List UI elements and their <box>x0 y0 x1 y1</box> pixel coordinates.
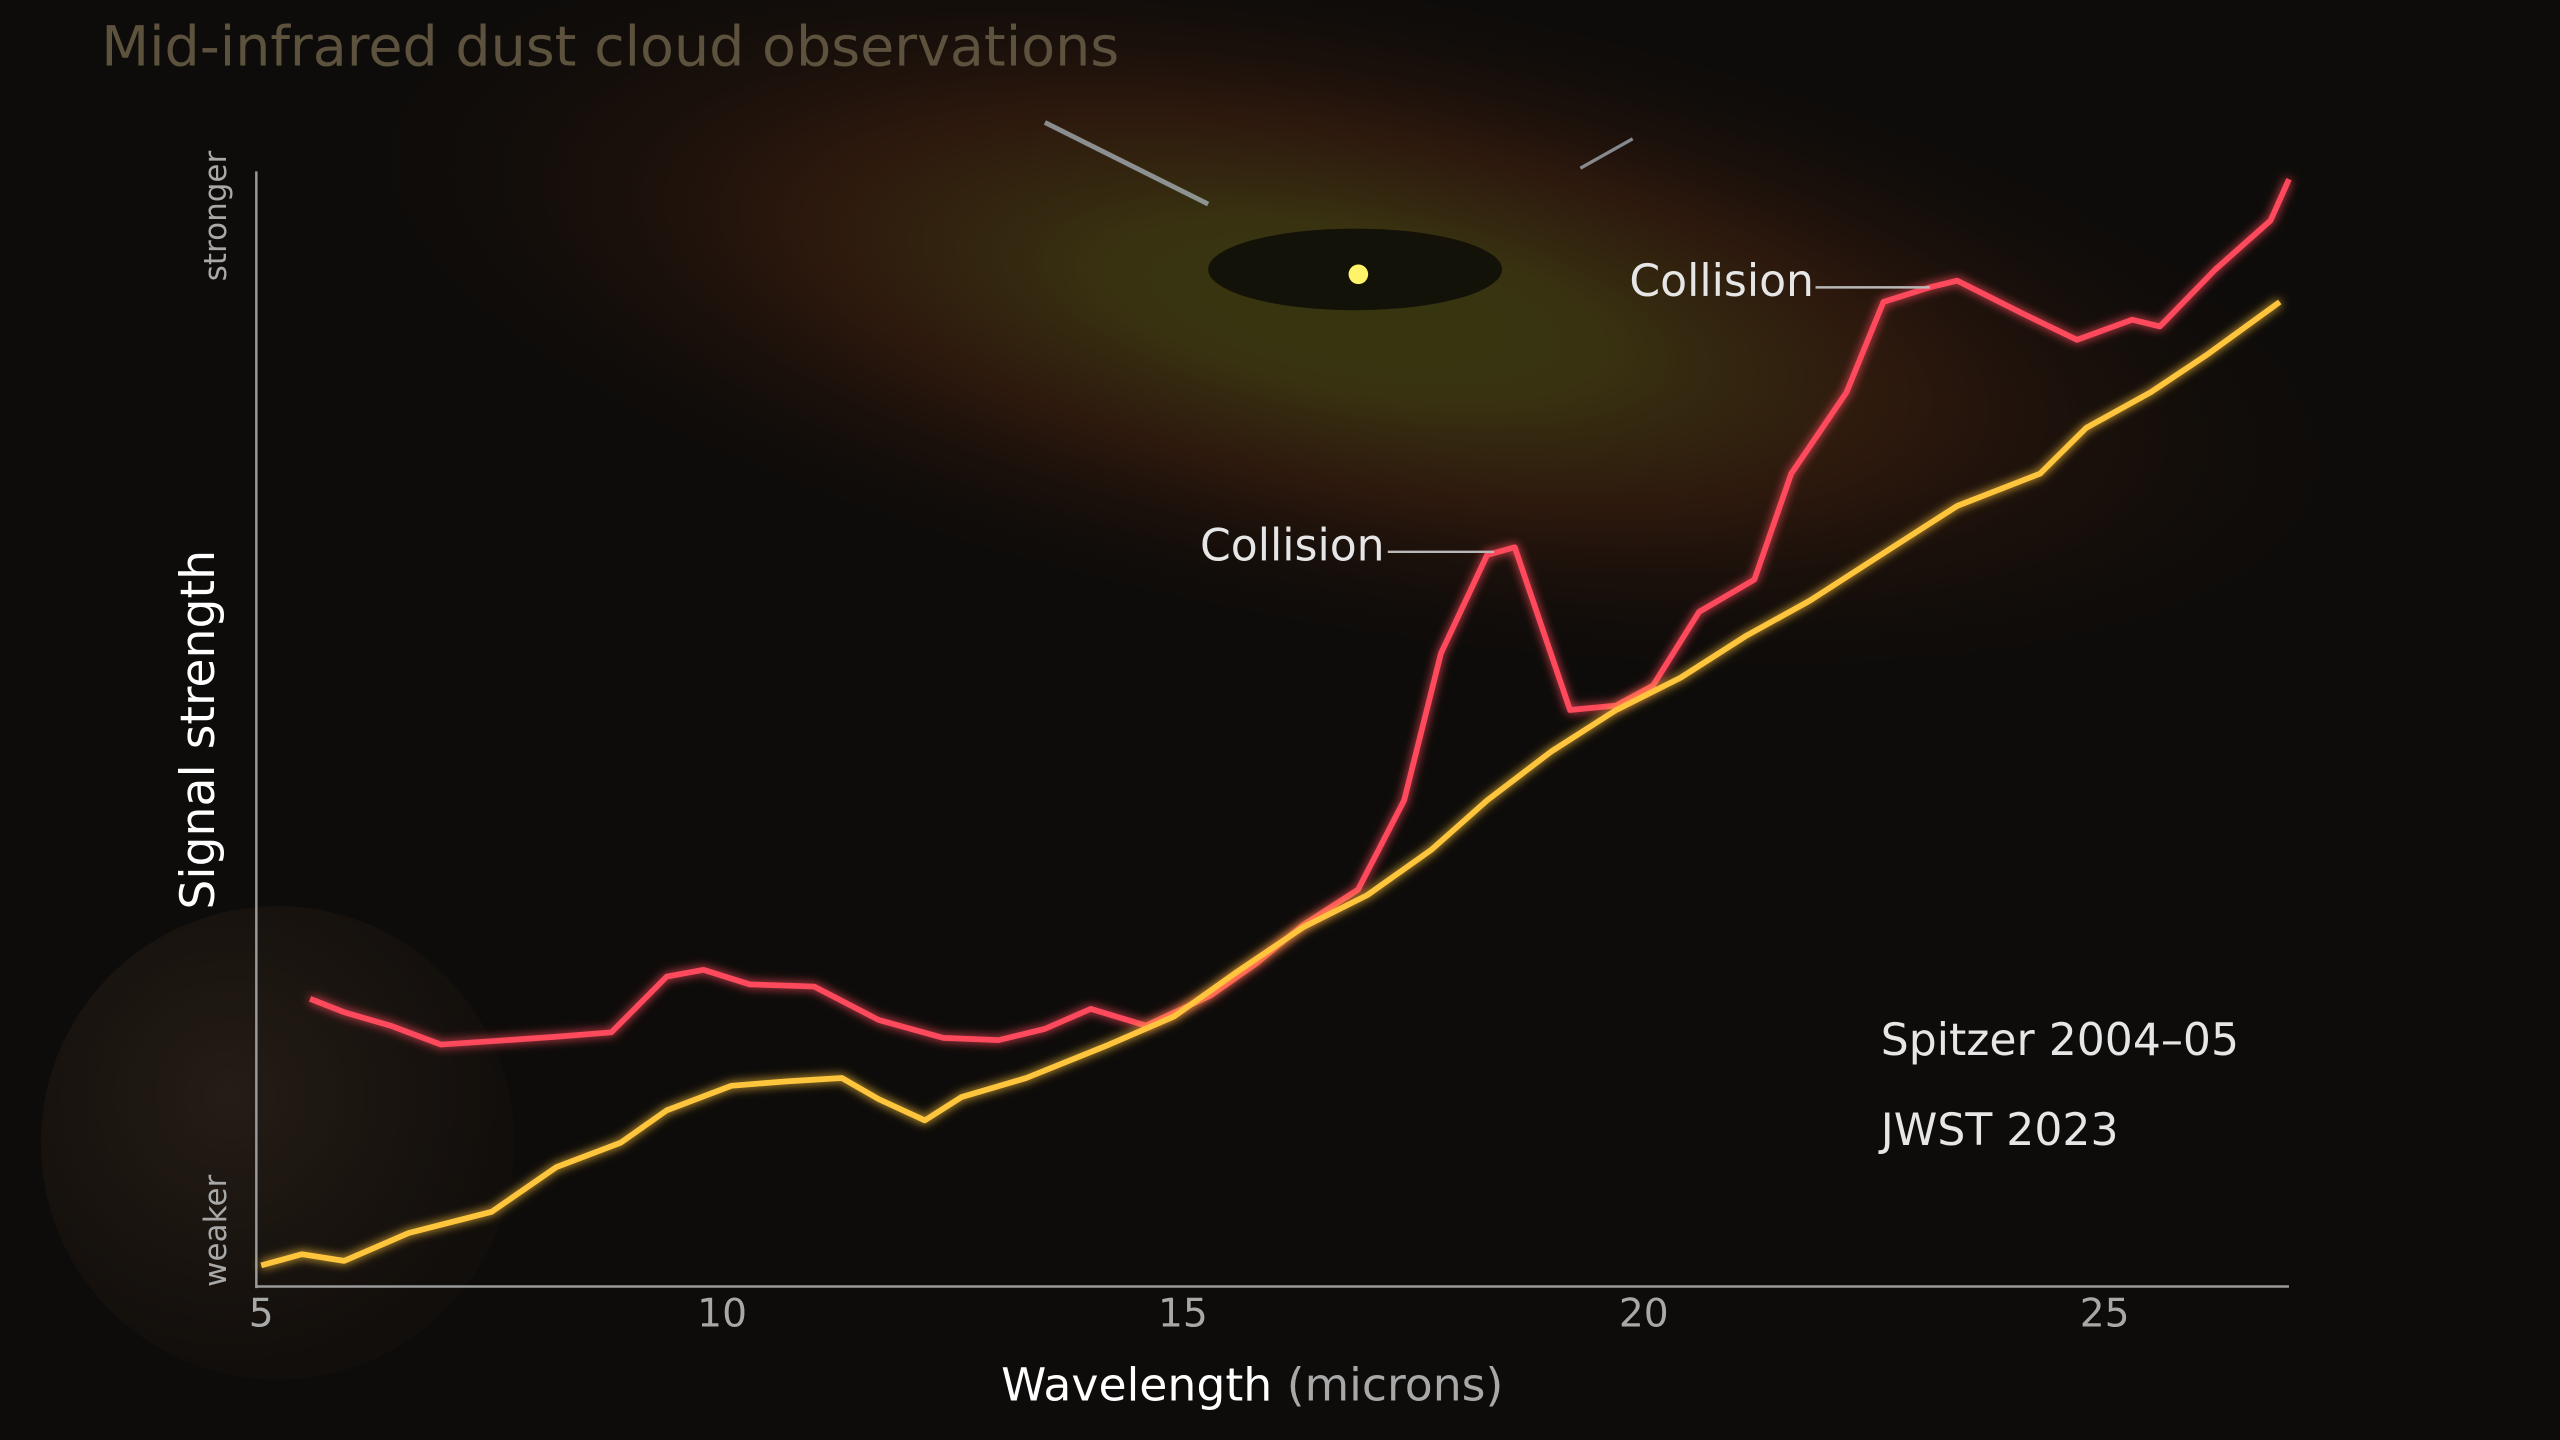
annotation: Collision <box>1629 256 1814 307</box>
y-axis-label: Signal strength <box>171 550 226 910</box>
comet <box>1579 137 1634 170</box>
x-tick-label: 15 <box>1158 1291 1208 1336</box>
annotation: Collision <box>1200 521 1385 572</box>
x-tick-label: 20 <box>1619 1291 1669 1336</box>
series-line <box>260 299 2282 1269</box>
x-axis-unit: (microns) <box>1287 1358 1504 1411</box>
star <box>1348 264 1369 285</box>
legend-label: JWST 2023 <box>1878 1105 2119 1156</box>
y-tick-label: stronger <box>198 151 234 282</box>
y-tick-label: weaker <box>198 1174 234 1286</box>
x-tick-label: 5 <box>249 1291 274 1336</box>
chart-title: Mid-infrared dust cloud observations <box>101 15 1119 80</box>
planet <box>40 906 515 1380</box>
x-axis-title: Wavelength <box>1001 1358 1272 1411</box>
x-tick-label: 10 <box>697 1291 747 1336</box>
series-line <box>309 178 2292 1048</box>
x-axis-label: Wavelength (microns) <box>1001 1358 1503 1411</box>
x-tick-label: 25 <box>2080 1291 2130 1336</box>
legend-label: Spitzer 2004–05 <box>1881 1015 2239 1066</box>
comet <box>1043 120 1210 207</box>
